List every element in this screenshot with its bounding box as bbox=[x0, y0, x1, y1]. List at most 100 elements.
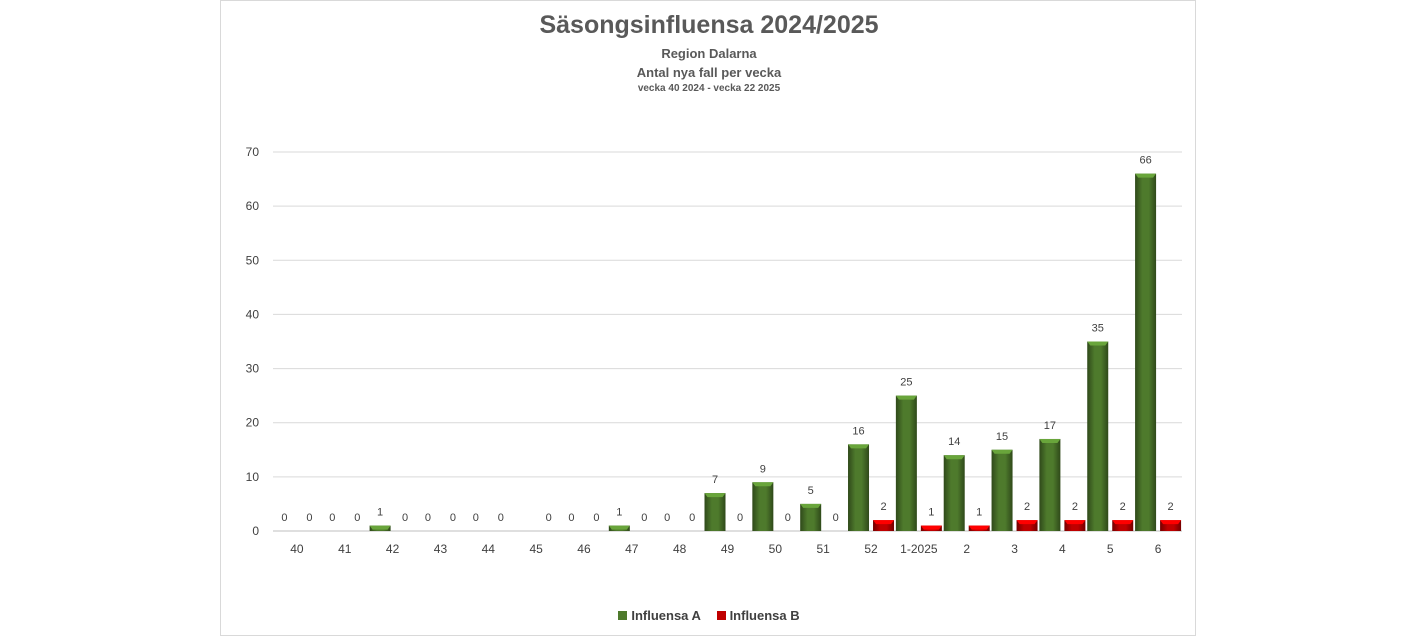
data-label: 9 bbox=[760, 463, 766, 475]
bar-bevel bbox=[752, 482, 774, 487]
x-tick-label: 2 bbox=[963, 542, 970, 556]
bar-influensa-a bbox=[752, 482, 774, 531]
x-tick-label: 49 bbox=[721, 542, 735, 556]
bar-bevel bbox=[1135, 173, 1157, 178]
data-label: 25 bbox=[900, 377, 912, 389]
y-tick-label: 10 bbox=[246, 470, 260, 484]
bar-bevel bbox=[1016, 520, 1038, 525]
chart-frame: Säsongsinfluensa 2024/2025 Region Dalarn… bbox=[220, 0, 1196, 636]
x-tick-label: 5 bbox=[1107, 542, 1114, 556]
bar-bevel bbox=[968, 525, 990, 530]
x-tick-label: 51 bbox=[817, 542, 831, 556]
data-label: 1 bbox=[616, 507, 622, 519]
bar-bevel bbox=[1064, 520, 1086, 525]
x-tick-label: 50 bbox=[769, 542, 783, 556]
data-label: 0 bbox=[593, 512, 599, 524]
data-label: 0 bbox=[402, 512, 408, 524]
data-label: 0 bbox=[689, 512, 695, 524]
data-label: 7 bbox=[712, 474, 718, 486]
data-label: 1 bbox=[377, 507, 383, 519]
bar-bevel bbox=[1039, 438, 1061, 443]
bar-influensa-b bbox=[1112, 520, 1134, 531]
data-label: 2 bbox=[1024, 501, 1030, 513]
data-label: 2 bbox=[1072, 501, 1078, 513]
data-label: 0 bbox=[354, 512, 360, 524]
bar-bevel bbox=[1087, 341, 1109, 346]
x-tick-label: 48 bbox=[673, 542, 687, 556]
y-tick-label: 0 bbox=[252, 524, 259, 538]
bar-bevel bbox=[1112, 520, 1134, 525]
bar-bevel bbox=[920, 525, 942, 530]
data-label: 2 bbox=[1168, 501, 1174, 513]
bar-influensa-a bbox=[704, 493, 726, 531]
x-tick-label: 45 bbox=[529, 542, 543, 556]
bar-bevel bbox=[800, 503, 822, 508]
y-tick-label: 30 bbox=[246, 362, 260, 376]
bar-bevel bbox=[369, 525, 391, 530]
legend-item-influensa-a: Influensa A bbox=[618, 608, 701, 623]
data-label: 0 bbox=[425, 512, 431, 524]
bar-bevel bbox=[873, 520, 895, 525]
data-label: 0 bbox=[785, 512, 791, 524]
bar-influensa-a bbox=[848, 444, 870, 531]
data-label: 0 bbox=[833, 512, 839, 524]
data-label: 0 bbox=[641, 512, 647, 524]
bar-bevel bbox=[895, 395, 917, 400]
data-label: 0 bbox=[498, 512, 504, 524]
data-label: 0 bbox=[306, 512, 312, 524]
legend-label-influensa-b: Influensa B bbox=[729, 608, 800, 623]
bar-influensa-a bbox=[991, 449, 1013, 531]
data-label: 0 bbox=[568, 512, 574, 524]
data-label: 0 bbox=[329, 512, 335, 524]
data-label: 0 bbox=[546, 512, 552, 524]
legend-swatch-influensa-b bbox=[716, 611, 726, 620]
data-label: 66 bbox=[1139, 155, 1151, 167]
data-label: 0 bbox=[281, 512, 287, 524]
data-label: 2 bbox=[880, 501, 886, 513]
y-tick-label: 50 bbox=[246, 253, 260, 267]
bar-influensa-b bbox=[873, 520, 895, 531]
legend-item-influensa-b: Influensa B bbox=[716, 608, 800, 623]
data-label: 0 bbox=[450, 512, 456, 524]
data-label: 0 bbox=[664, 512, 670, 524]
bar-bevel bbox=[1160, 520, 1182, 525]
data-label: 35 bbox=[1092, 323, 1104, 335]
data-label: 15 bbox=[996, 431, 1008, 443]
bar-bevel bbox=[704, 493, 726, 498]
bar-influensa-a bbox=[1039, 438, 1061, 531]
x-tick-label: 46 bbox=[577, 542, 591, 556]
bar-influensa-b bbox=[1160, 520, 1182, 531]
x-tick-label: 6 bbox=[1155, 542, 1162, 556]
chart-subtitle-measure: Antal nya fall per vecka bbox=[636, 65, 782, 80]
bar-influensa-b bbox=[1064, 520, 1086, 531]
legend-label-influensa-a: Influensa A bbox=[631, 608, 701, 623]
chart-title: Säsongsinfluensa 2024/2025 bbox=[539, 11, 879, 39]
data-label: 0 bbox=[473, 512, 479, 524]
bar-influensa-a bbox=[1087, 341, 1109, 531]
x-tick-label: 52 bbox=[864, 542, 878, 556]
bar-influensa-a bbox=[943, 455, 965, 531]
x-tick-label: 41 bbox=[338, 542, 352, 556]
chart-legend: Influensa A Influensa B bbox=[221, 608, 1197, 623]
bar-bevel bbox=[848, 444, 870, 449]
data-label: 5 bbox=[808, 485, 814, 497]
chart-subtitle-region: Region Dalarna bbox=[661, 46, 757, 61]
data-label: 0 bbox=[737, 512, 743, 524]
y-tick-label: 70 bbox=[246, 145, 260, 159]
x-tick-label: 3 bbox=[1011, 542, 1018, 556]
x-tick-label: 40 bbox=[290, 542, 304, 556]
bar-influensa-a bbox=[895, 395, 917, 531]
x-tick-label: 43 bbox=[434, 542, 448, 556]
data-label: 1 bbox=[928, 507, 934, 519]
chart-subtitle-period: vecka 40 2024 - vecka 22 2025 bbox=[637, 83, 781, 94]
bar-bevel bbox=[608, 525, 630, 530]
bar-influensa-a bbox=[800, 503, 822, 531]
data-label: 1 bbox=[976, 507, 982, 519]
bar-influensa-a bbox=[1135, 173, 1157, 531]
x-tick-label: 47 bbox=[625, 542, 639, 556]
data-label: 2 bbox=[1120, 501, 1126, 513]
y-tick-label: 40 bbox=[246, 307, 260, 321]
data-label: 17 bbox=[1044, 420, 1056, 432]
bar-bevel bbox=[943, 455, 965, 460]
